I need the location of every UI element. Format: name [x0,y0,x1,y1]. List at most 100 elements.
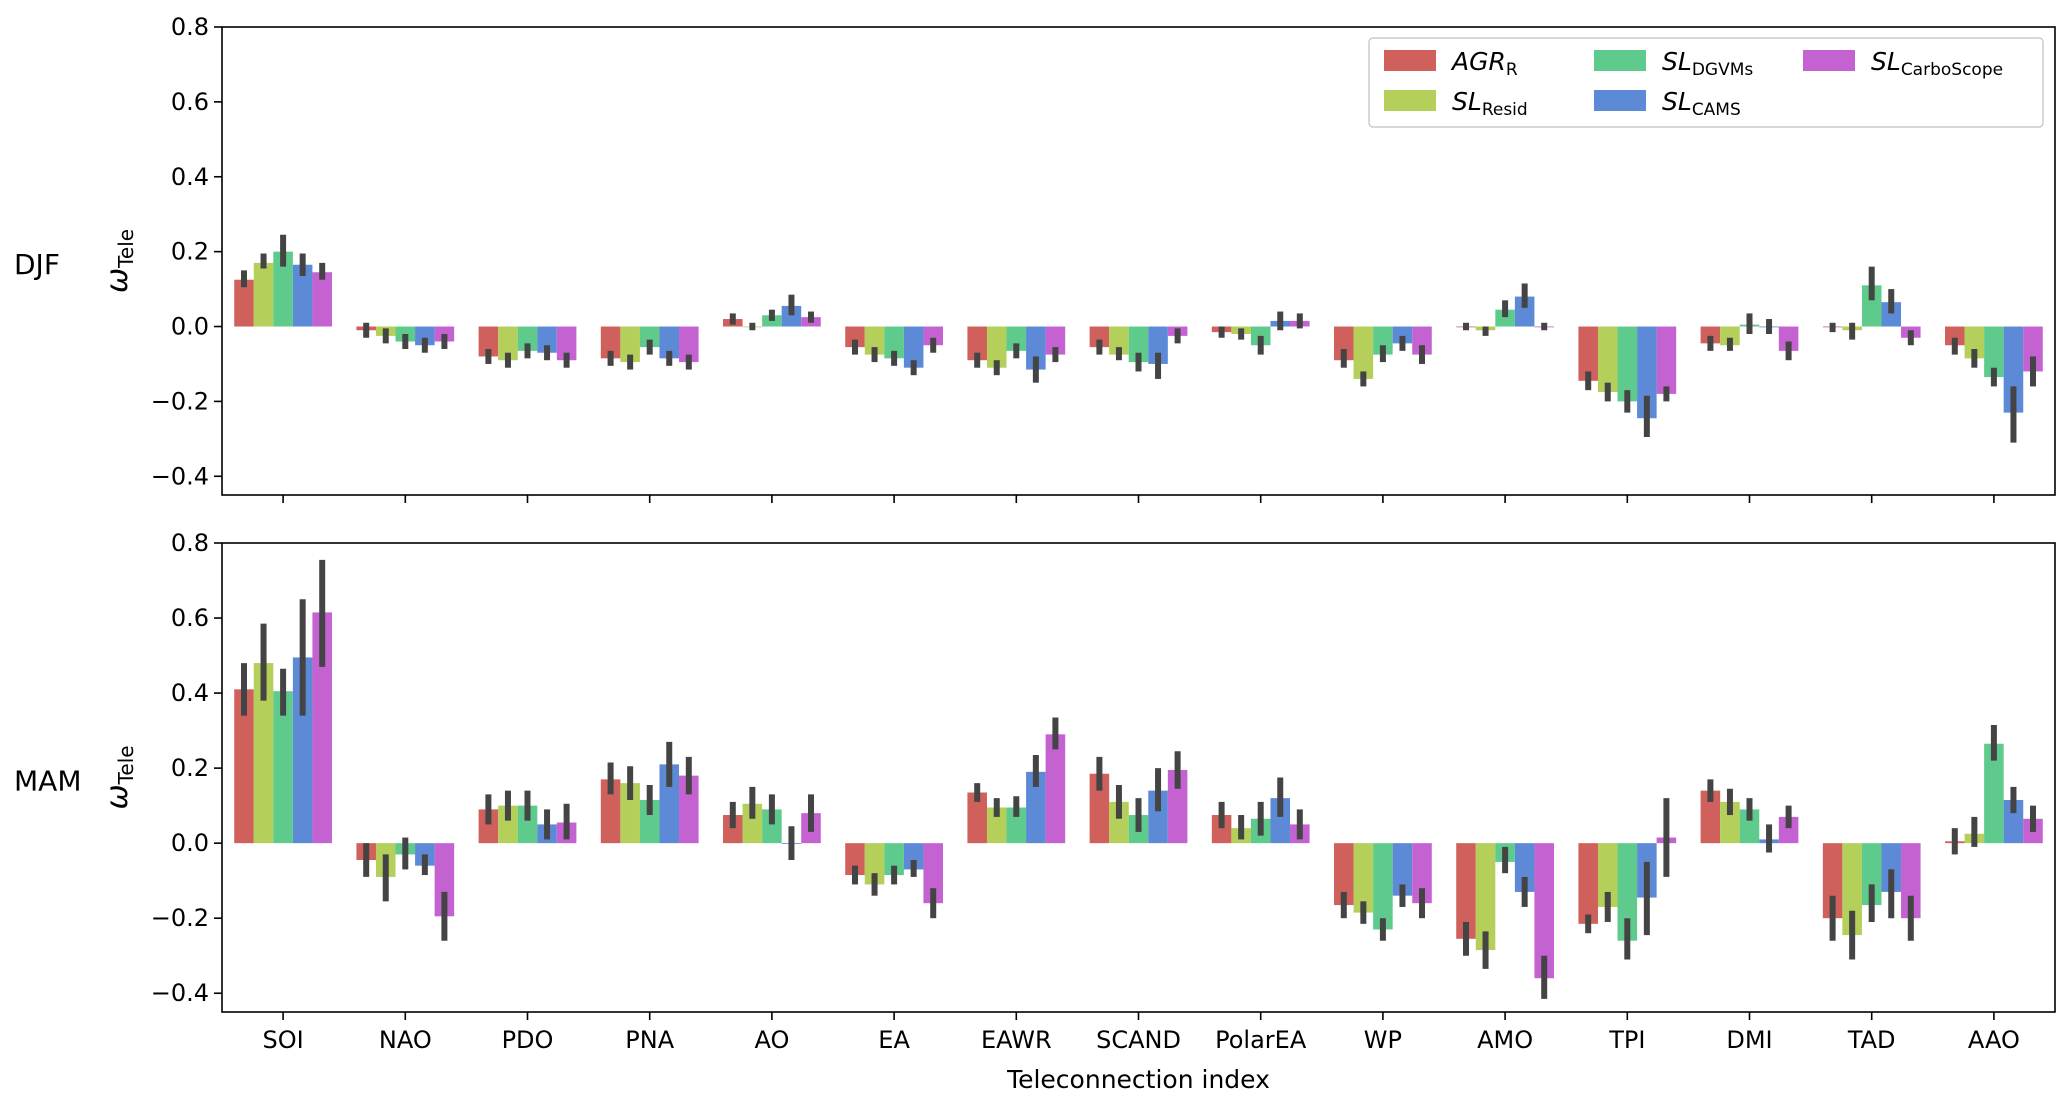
bar-dgvm-pna [639,800,660,844]
bar-dgvm-soi [273,251,293,327]
bar-resid-soi [253,663,274,844]
bar-agr-pna [600,779,621,844]
bar-dgvm-pdo [517,326,538,351]
bar-dgvm-tad [1861,285,1882,327]
bar-dgvm-tad [1861,843,1882,906]
x-tick-label: EA [878,1026,910,1054]
x-tick-label: PNA [625,1026,674,1054]
x-tick-label: EAWR [981,1026,1052,1054]
bar-carbo-aao [2023,326,2043,372]
bar-agr-dmi [1700,326,1721,344]
y-axis-label: ωTele [100,745,138,809]
bar-agr-pdo [478,326,499,357]
bar-agr-aao [1945,326,1965,346]
bar-carbo-eawr [1045,734,1066,844]
bar-carbo-pna [679,775,699,844]
x-tick-label: WP [1364,1026,1402,1054]
bar-agr-ea [845,326,865,348]
legend: AGRR SLDGVMs SLCarboScope SLResid SLCAMS [1368,37,2044,128]
x-tick-label: PDO [502,1026,554,1054]
bar-carbo-dmi [1778,816,1799,844]
bar-agr-tad [1822,843,1843,919]
bar-carbo-tad [1901,843,1921,919]
bar-cams-scand [1148,790,1168,844]
season-label: MAM [14,765,81,798]
bar-dgvm-ea [884,326,904,359]
bar-cams-wp [1392,326,1413,344]
bar-resid-soi [253,262,274,327]
bar-dgvm-ao [762,809,782,844]
bar-dgvm-soi [273,691,293,844]
bar-carbo-pdo [556,326,577,361]
bar-resid-eawr [986,326,1007,368]
bar-resid-ea [864,326,885,355]
y-tick-label: 0.0 [171,313,209,341]
bar-agr-tpi [1578,843,1598,924]
bar-cams-nao [415,326,435,346]
bar-dgvm-tpi [1617,326,1638,402]
bar-cams-soi [292,657,313,844]
bar-dgvm-aao [1984,743,2004,844]
bar-agr-ea [845,843,865,876]
bar-resid-tpi [1597,326,1618,393]
bar-cams-wp [1392,843,1413,896]
bar-dgvm-eawr [1006,807,1027,844]
bar-dgvm-scand [1128,326,1149,363]
bar-resid-wp [1353,843,1374,913]
bar-dgvm-aao [1984,326,2004,378]
bar-resid-eawr [986,807,1007,844]
bar-carbo-soi [312,272,332,327]
bar-cams-tpi [1637,326,1657,419]
legend-swatch-carbo [1803,50,1855,71]
bar-cams-polarea [1270,798,1291,844]
bar-dgvm-amo [1495,309,1515,327]
bar-resid-amo [1475,843,1496,951]
y-tick-label: 0.6 [171,604,209,632]
bar-agr-pna [600,326,621,359]
bar-cams-amo [1514,843,1535,892]
bar-resid-ao [742,803,763,844]
bar-agr-dmi [1700,790,1721,844]
bar-carbo-nao [434,843,455,917]
bar-carbo-wp [1412,326,1432,355]
bar-dgvm-dmi [1739,809,1760,844]
y-tick-label: −0.4 [151,462,209,490]
bar-cams-soi [292,264,313,327]
x-tick-label: AAO [1968,1026,2020,1054]
legend-label-resid: SLResid [1452,87,1528,120]
legend-label-dgvm: SLDGVMs [1662,47,1753,80]
y-tick-label: 0.6 [171,88,209,116]
x-tick-label: PolarEA [1215,1026,1307,1054]
bar-agr-eawr [967,792,987,844]
bar-cams-eawr [1026,326,1046,370]
bar-carbo-soi [312,612,332,844]
bar-agr-pdo [478,809,499,844]
bar-cams-ea [903,326,924,368]
bar-carbo-scand [1167,769,1188,844]
y-axis-label: ωTele [100,229,138,293]
bar-carbo-amo [1534,843,1554,979]
bar-carbo-eawr [1045,326,1066,355]
y-tick-label: 0.4 [171,679,209,707]
bar-resid-dmi [1720,326,1740,346]
x-tick-label: NAO [379,1026,432,1054]
bar-resid-wp [1353,326,1374,379]
bar-dgvm-eawr [1006,326,1027,351]
bar-resid-tad [1842,843,1862,936]
bar-resid-pdo [498,326,518,361]
bar-carbo-wp [1412,843,1432,904]
legend-label-cams: SLCAMS [1662,87,1741,120]
bar-agr-wp [1334,326,1354,361]
y-tick-label: 0.4 [171,163,209,191]
bar-dgvm-wp [1373,326,1393,355]
bar-agr-polarea [1211,815,1232,844]
bar-dgvm-tpi [1617,843,1638,941]
bar-carbo-ea [923,326,943,346]
x-tick-label: DMI [1726,1026,1772,1054]
bar-resid-pdo [498,805,518,844]
y-tick-label: 0.2 [171,754,209,782]
x-tick-label: TAD [1847,1026,1896,1054]
y-tick-label: 0.2 [171,238,209,266]
